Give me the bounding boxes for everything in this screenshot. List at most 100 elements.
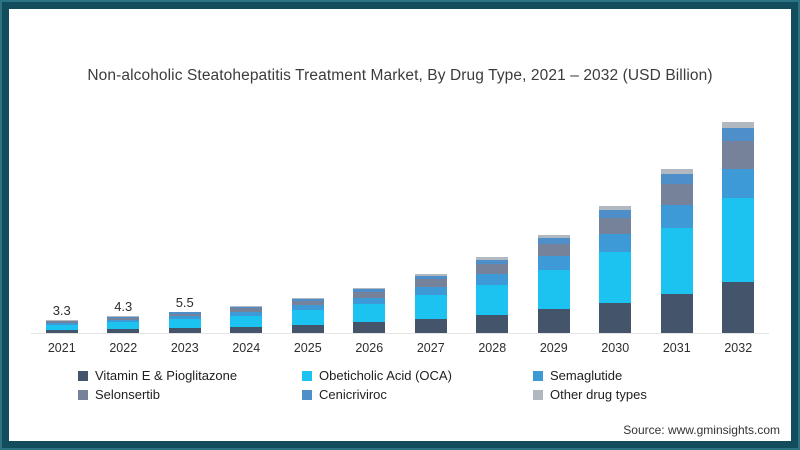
stacked-bar-2022 — [107, 316, 140, 333]
bar-segment — [599, 206, 632, 211]
bar-segment — [476, 314, 509, 333]
stacked-bar-2023 — [168, 311, 201, 333]
bar-segment — [476, 273, 509, 285]
legend-label: Other drug types — [550, 387, 647, 402]
bar-segment — [660, 184, 693, 206]
x-tick-label-2026: 2026 — [355, 341, 384, 355]
bar-segment — [168, 316, 201, 320]
legend-swatch-icon — [302, 370, 312, 381]
bar-column-2032 — [708, 112, 770, 333]
bar-segment — [168, 313, 201, 317]
bar-segment — [537, 243, 570, 257]
x-tick-label-2021: 2021 — [47, 341, 76, 355]
x-tick-label-2023: 2023 — [170, 341, 199, 355]
x-axis-labels: 2021 2022 2023 2024 2025 2026 2027 2028 2029 2030… — [31, 341, 769, 355]
bar-segment — [45, 324, 78, 330]
bar-segment — [660, 174, 693, 185]
chart-title: Non-alcoholic Steatohepatitis Treatment … — [87, 67, 713, 84]
bar-segment — [414, 279, 447, 288]
legend-label: Vitamin E & Pioglitazone — [95, 368, 238, 383]
bar-segment — [291, 310, 324, 325]
bar-segment — [230, 326, 263, 333]
bar-segment — [537, 237, 570, 244]
legend-item: Other drug types — [533, 387, 771, 402]
x-tick-label-2029: 2029 — [539, 341, 568, 355]
bar-segment — [660, 205, 693, 229]
source-credit: Source: www.gminsights.com — [623, 423, 780, 437]
bar-segment — [722, 168, 755, 199]
bar-column-2025 — [277, 112, 339, 333]
stacked-bar-2028 — [476, 257, 509, 333]
bar-segment — [722, 282, 755, 333]
bar-segment — [660, 169, 693, 175]
bar-segment — [107, 320, 140, 323]
legend-label: Cenicriviroc — [319, 387, 387, 402]
stacked-bar-2027 — [414, 274, 447, 333]
bar-column-2021: 3.3 — [31, 112, 93, 333]
bar-segment — [107, 316, 140, 318]
bar-segment — [353, 291, 386, 298]
bar-segment — [45, 323, 78, 325]
bar-segment — [537, 234, 570, 238]
bar-segment — [599, 217, 632, 235]
bar-segment — [107, 316, 140, 317]
total-value-label-2022: 4.3 — [114, 299, 133, 315]
bar-segment — [414, 275, 447, 280]
bar-column-2031 — [646, 112, 708, 333]
x-tick-label-2024: 2024 — [232, 341, 261, 355]
bar-segment — [107, 329, 140, 333]
bar-segment — [722, 128, 755, 142]
bar-segment — [537, 270, 570, 310]
bar-segment — [722, 198, 755, 283]
stacked-bar-2026 — [353, 287, 386, 333]
x-tick-label-2025: 2025 — [293, 341, 322, 355]
stacked-bar-2021 — [45, 320, 78, 333]
bar-segment — [537, 256, 570, 271]
bar-segment — [168, 319, 201, 328]
bar-column-2027 — [400, 112, 462, 333]
bar-column-2024 — [216, 112, 278, 333]
bar-segment — [45, 320, 78, 322]
legend-item: Selonsertib — [78, 387, 302, 402]
bar-segment — [107, 322, 140, 329]
bar-segment — [353, 303, 386, 323]
legend-label: Semaglutide — [550, 368, 623, 383]
bar-column-2030 — [585, 112, 647, 333]
stacked-bar-2032 — [722, 122, 755, 333]
legend-swatch-icon — [302, 389, 312, 400]
legend-item: Semaglutide — [533, 368, 771, 383]
stacked-bar-2031 — [660, 169, 693, 333]
stacked-bar-2025 — [291, 297, 324, 333]
x-tick-label-2027: 2027 — [416, 341, 445, 355]
legend: Vitamin E & Pioglitazone Obeticholic Acid… — [78, 368, 771, 402]
bar-segment — [414, 274, 447, 276]
bar-segment — [722, 141, 755, 169]
bar-segment — [476, 259, 509, 265]
legend-label: Obeticholic Acid (OCA) — [319, 368, 452, 383]
legend-item: Vitamin E & Pioglitazone — [78, 368, 302, 383]
x-tick-label-2031: 2031 — [662, 341, 691, 355]
legend-item: Cenicriviroc — [302, 387, 533, 402]
bar-segment — [353, 297, 386, 304]
bar-segment — [291, 305, 324, 311]
bar-segment — [414, 318, 447, 333]
legend-item: Obeticholic Acid (OCA) — [302, 368, 533, 383]
legend-swatch-icon — [78, 370, 88, 381]
bar-segment — [414, 295, 447, 319]
bar-segment — [660, 228, 693, 294]
x-tick-label-2032: 2032 — [724, 341, 753, 355]
bar-segment — [599, 210, 632, 218]
bar-segment — [291, 324, 324, 333]
bar-segment — [353, 287, 386, 289]
bar-column-2023: 5.5 — [154, 112, 216, 333]
bar-column-2029 — [523, 112, 585, 333]
x-tick-label-2022: 2022 — [109, 341, 138, 355]
bar-segment — [45, 321, 78, 324]
bar-segment — [476, 257, 509, 260]
bar-segment — [107, 317, 140, 321]
legend-swatch-icon — [533, 370, 543, 381]
bar-segment — [414, 287, 447, 296]
total-value-label-2021: 3.3 — [52, 303, 71, 319]
